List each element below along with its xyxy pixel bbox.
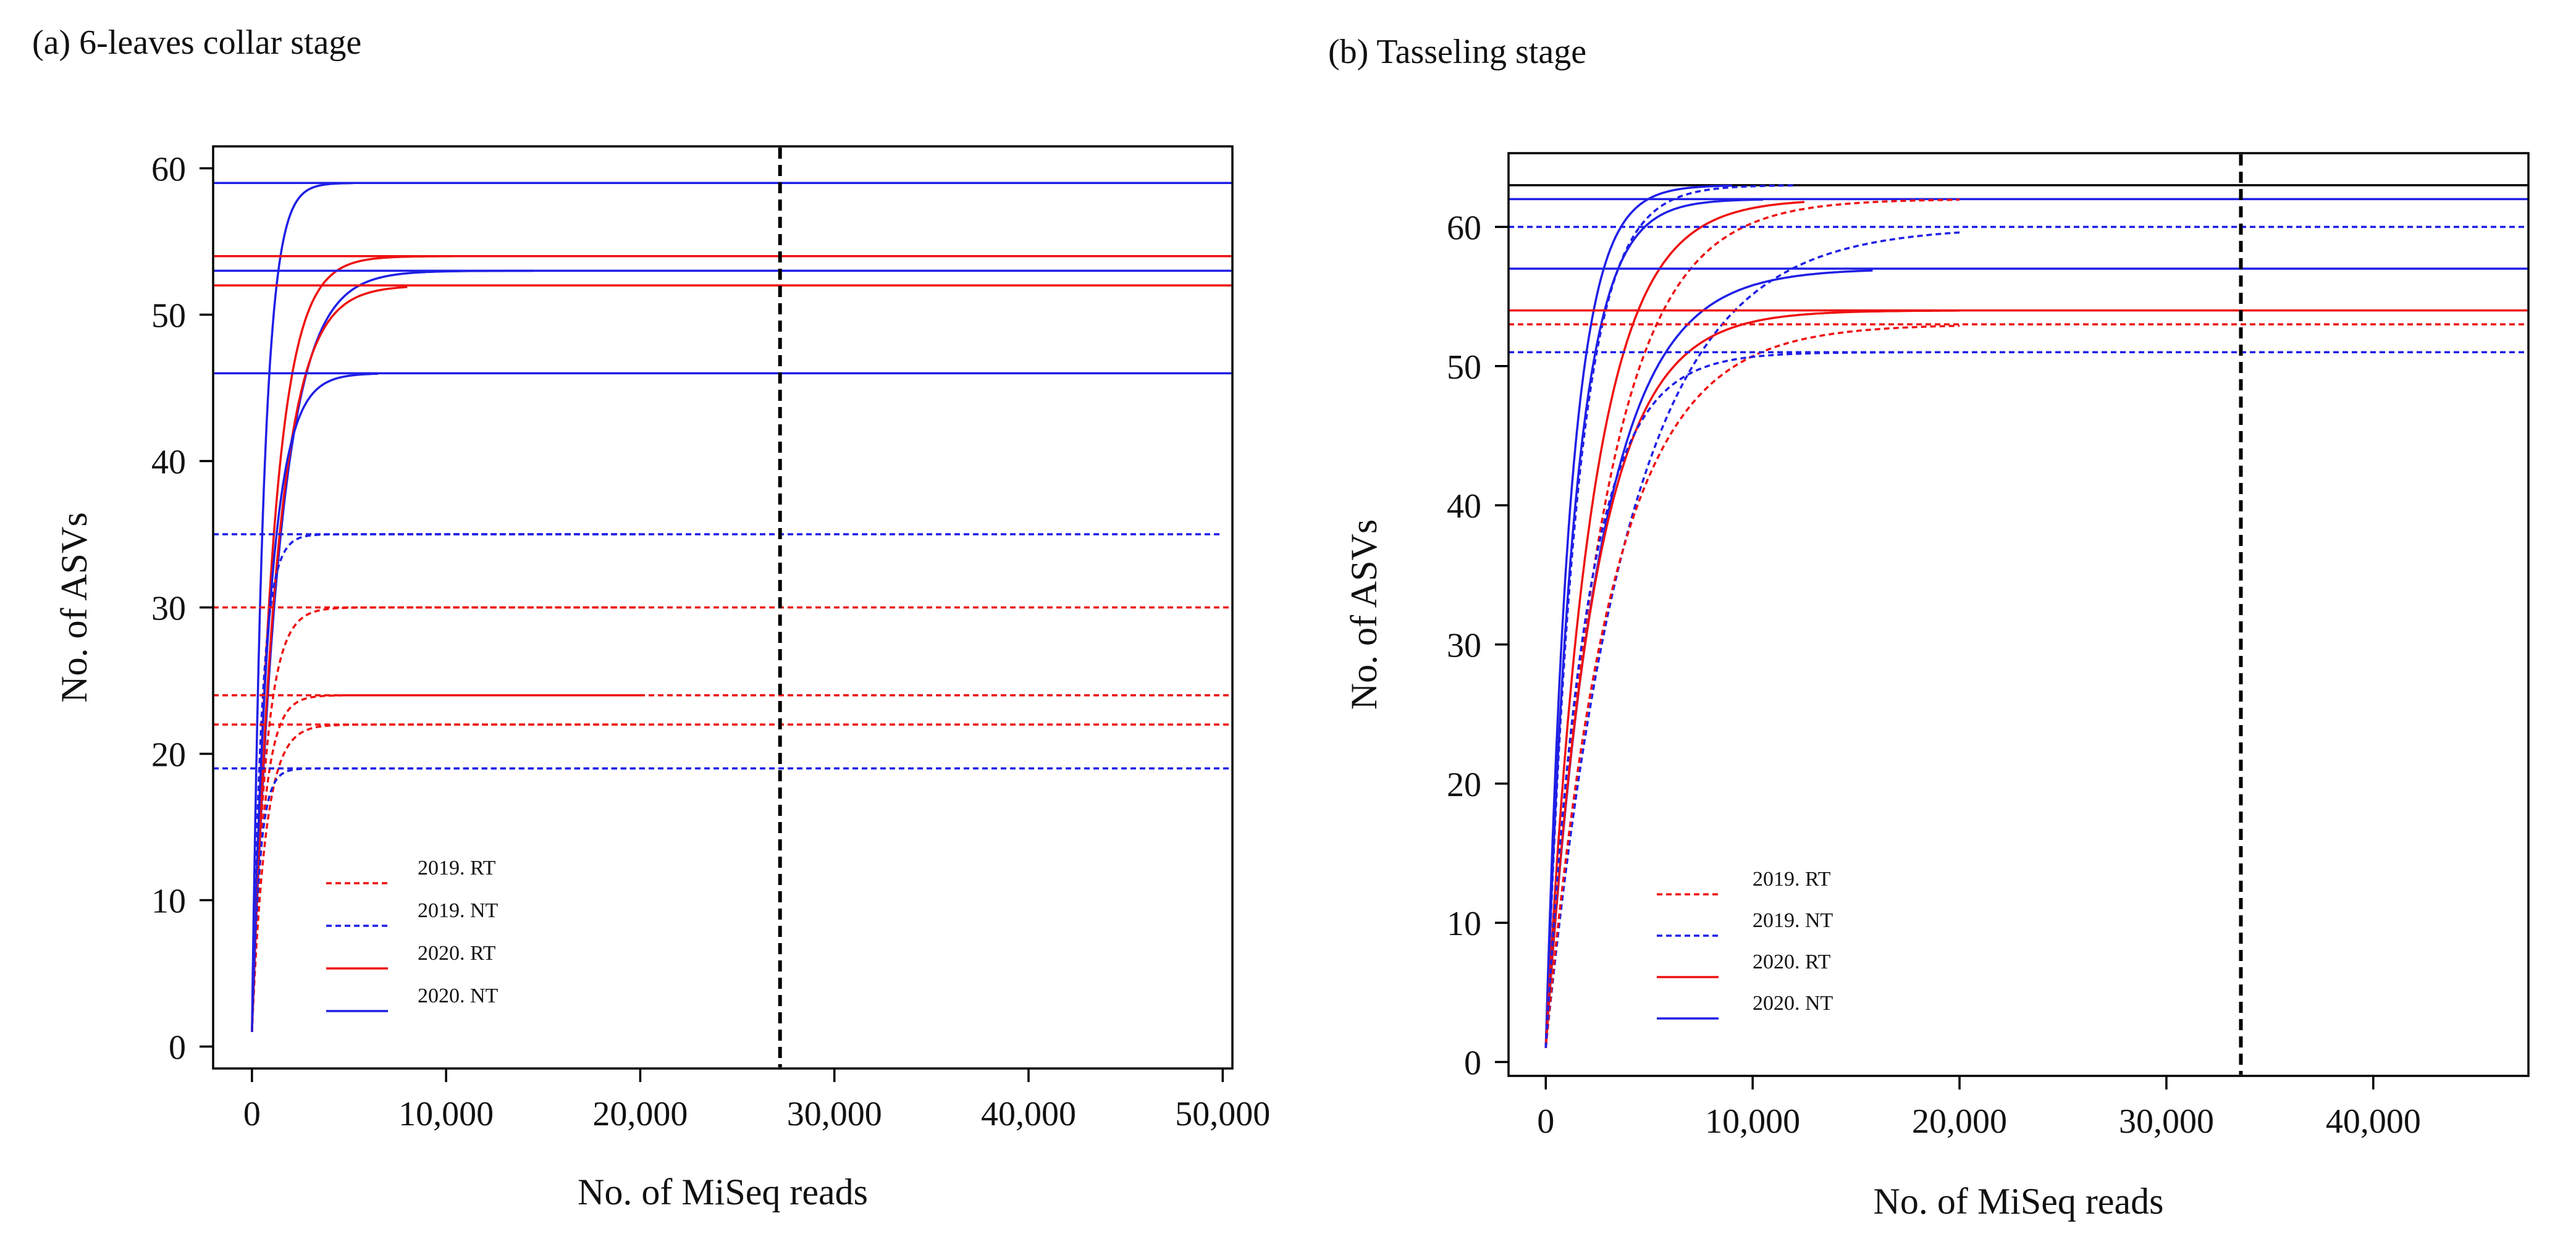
rarefaction-curve bbox=[1544, 231, 1960, 1048]
y-tick-label: 20 bbox=[1447, 766, 1481, 804]
y-tick-label: 40 bbox=[1447, 487, 1481, 526]
y-tick-label: 10 bbox=[151, 882, 186, 920]
panel-b: (b) Tasseling stage 0 10,000 20,000 30,000 4… bbox=[1328, 33, 2530, 1222]
x-tick-label: 20,000 bbox=[1912, 1102, 2007, 1141]
rarefaction-curve bbox=[1544, 184, 1732, 1048]
panel-b-series bbox=[1509, 184, 2528, 1048]
panel-b-legend-label: 2019. NT bbox=[1753, 909, 1833, 932]
rarefaction-curve bbox=[1544, 324, 1960, 1048]
rarefaction-curve bbox=[251, 606, 641, 1032]
panel-a-legend-label: 2019. RT bbox=[418, 857, 496, 879]
x-tick-label: 40,000 bbox=[2326, 1102, 2421, 1141]
panel-a-x-axis-label: No. of MiSeq reads bbox=[578, 1172, 868, 1212]
panel-b-title: (b) Tasseling stage bbox=[1328, 33, 1586, 71]
panel-b-legend: 2019. RT 2019. NT 2020. RT 2020. NT bbox=[1657, 868, 1833, 1020]
x-tick-label: 20,000 bbox=[592, 1095, 688, 1133]
y-tick-label: 60 bbox=[1447, 209, 1481, 247]
y-tick-label: 30 bbox=[1447, 626, 1481, 665]
y-tick-label: 40 bbox=[151, 443, 186, 482]
rarefaction-curve bbox=[251, 285, 408, 1032]
panel-a-y-axis-label: No. of ASVs bbox=[54, 512, 95, 702]
panel-a-legend-label: 2019. NT bbox=[418, 899, 499, 922]
rarefaction-curve bbox=[1544, 351, 1960, 1048]
y-tick-label: 50 bbox=[1447, 348, 1481, 387]
panel-a-title: (a) 6-leaves collar stage bbox=[32, 23, 361, 62]
panel-a-legend-label: 2020. NT bbox=[418, 984, 499, 1007]
panel-b-y-axis-label: No. of ASVs bbox=[1344, 519, 1384, 710]
y-tick-label: 20 bbox=[151, 736, 186, 774]
rarefaction-curve bbox=[251, 372, 379, 1032]
panel-b-plot-frame bbox=[1507, 152, 2530, 1077]
rarefaction-curve bbox=[1544, 198, 1960, 1048]
x-tick-label: 30,000 bbox=[787, 1095, 882, 1133]
y-tick-label: 50 bbox=[151, 297, 186, 335]
x-tick-label: 0 bbox=[243, 1095, 261, 1133]
panel-b-legend-label: 2020. RT bbox=[1753, 951, 1831, 973]
x-tick-label: 50,000 bbox=[1175, 1095, 1270, 1133]
y-tick-label: 60 bbox=[151, 151, 186, 189]
panel-b-axes: 0 10,000 20,000 30,000 40,000 0 10 20 30 40 50 60 bbox=[1447, 209, 2421, 1141]
panel-b-x-axis-label: No. of MiSeq reads bbox=[1874, 1181, 2164, 1222]
panel-a-legend-label: 2020. RT bbox=[418, 942, 496, 965]
panel-a-series bbox=[213, 182, 1232, 1032]
x-tick-label: 10,000 bbox=[398, 1095, 494, 1133]
x-tick-label: 40,000 bbox=[981, 1095, 1076, 1133]
rarefaction-curve bbox=[1544, 198, 1763, 1048]
y-tick-label: 10 bbox=[1447, 905, 1481, 943]
rarefaction-curve bbox=[251, 723, 641, 1032]
panel-a: (a) 6-leaves collar stage 0 10,000 20,000 3… bbox=[32, 23, 1270, 1212]
panel-a-legend: 2019. RT 2019. NT 2020. RT 2020. NT bbox=[326, 857, 499, 1012]
rarefaction-curve bbox=[1544, 201, 1805, 1048]
y-tick-label: 0 bbox=[169, 1028, 186, 1067]
y-tick-label: 30 bbox=[151, 590, 186, 628]
x-tick-label: 0 bbox=[1537, 1102, 1554, 1141]
rarefaction-curve bbox=[251, 533, 641, 1032]
rarefaction-curve bbox=[251, 182, 353, 1032]
y-tick-label: 0 bbox=[1464, 1044, 1481, 1082]
panel-a-axes: 0 10,000 20,000 30,000 40,000 50,000 0 10 20 30 40… bbox=[151, 151, 1270, 1133]
panel-b-legend-label: 2019. RT bbox=[1753, 868, 1831, 891]
rarefaction-curve bbox=[1544, 309, 1960, 1048]
x-tick-label: 30,000 bbox=[2119, 1102, 2214, 1141]
x-tick-label: 10,000 bbox=[1705, 1102, 1800, 1141]
panel-b-legend-label: 2020. NT bbox=[1753, 992, 1833, 1015]
rarefaction-curve bbox=[251, 767, 641, 1032]
